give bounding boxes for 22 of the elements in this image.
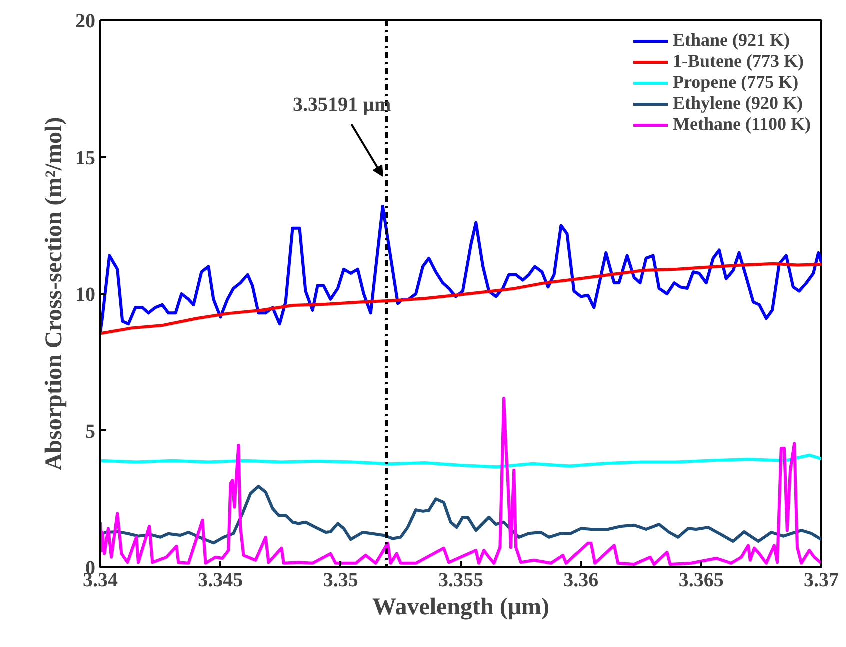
x-axis-title: Wavelength (μm): [372, 594, 550, 620]
x-tick-label: 3.355: [438, 570, 484, 592]
line-series: [100, 262, 822, 336]
line-series: [100, 454, 822, 469]
y-axis-title: Absorption Cross-section (m²/mol): [42, 117, 68, 471]
x-tick-label: 3.345: [198, 570, 244, 592]
y-tick-label: 15: [76, 147, 96, 170]
y-tick-label: 5: [86, 420, 96, 443]
annotation: 3.35191 µm: [292, 94, 392, 116]
legend-label: 1-Butene (773 K): [673, 51, 804, 72]
x-tick-label: 3.365: [678, 570, 724, 592]
legend-label: Ethylene (920 K): [673, 93, 804, 114]
legend-label: Propene (775 K): [673, 72, 799, 93]
x-tick-label: 3.36: [564, 570, 599, 592]
line-series: [100, 396, 822, 566]
y-tick-label: 10: [76, 284, 96, 306]
line-series: [100, 204, 822, 334]
x-tick-label: 3.35: [323, 570, 358, 592]
legend-label: Methane (1100 K): [673, 114, 811, 135]
y-tick-label: 20: [76, 10, 96, 32]
legend-label: Ethane (921 K): [673, 30, 790, 51]
x-tick-label: 3.37: [804, 570, 839, 592]
